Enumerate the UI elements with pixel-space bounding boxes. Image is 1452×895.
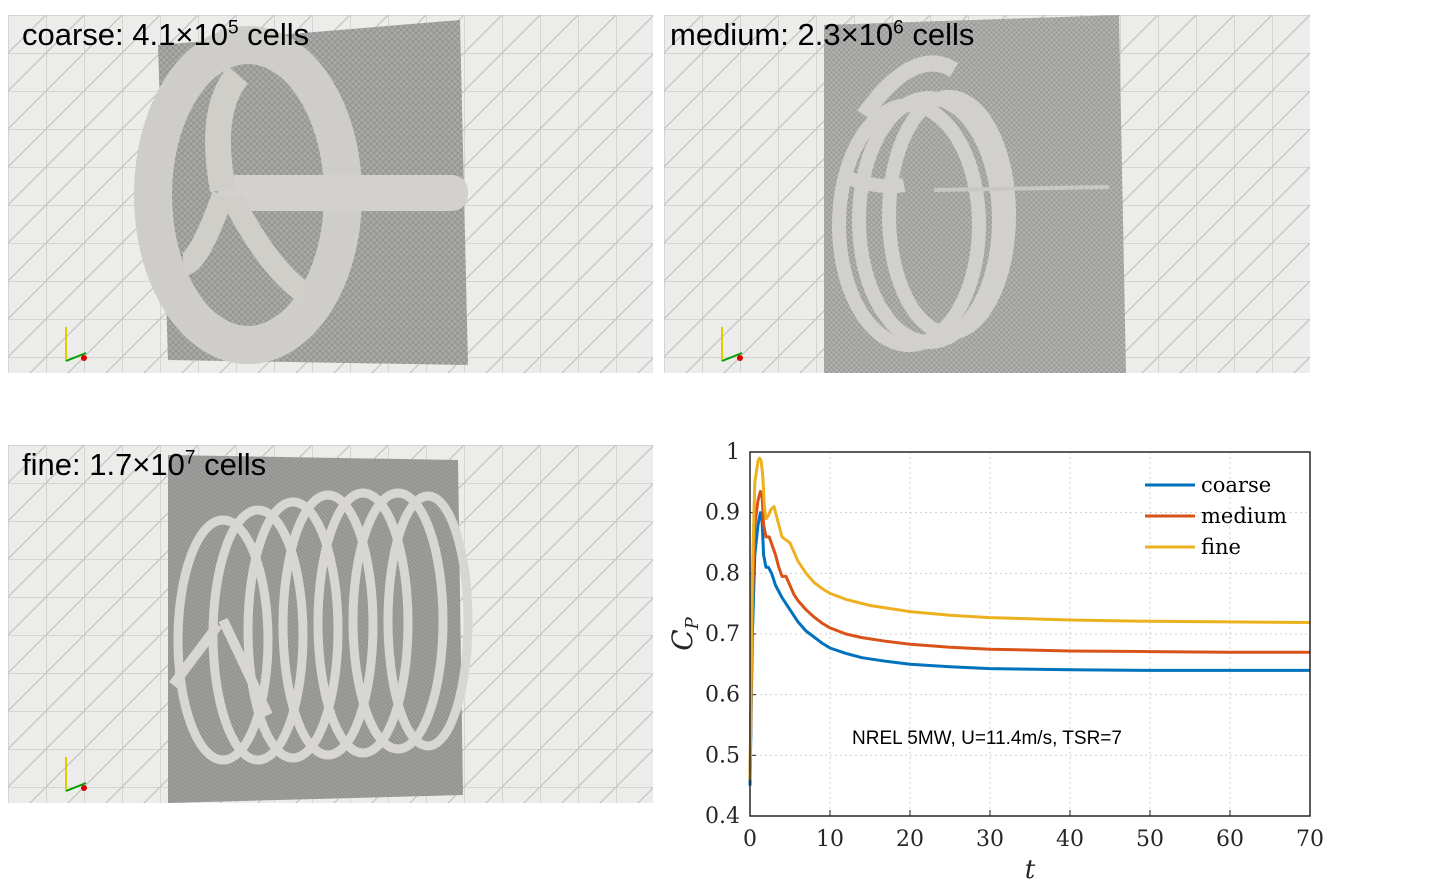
fine-render-image (8, 445, 653, 803)
x-tick-label: 60 (1216, 827, 1244, 852)
panel-coarse: coarse: 4.1×105 cells (8, 15, 653, 373)
y-tick-label: 0.5 (705, 743, 740, 768)
series-line-fine (748, 456, 1311, 780)
medium-render-image (664, 15, 1310, 373)
x-tick-label: 10 (816, 827, 844, 852)
panel-label-coarse: coarse: 4.1×105 cells (22, 17, 310, 52)
coarse-render-image (8, 15, 653, 373)
cp-chart: 0 10 20 30 40 50 60 70 0.4 0.5 0.6 0.7 0.8 0.9 1 t CP coa… (660, 430, 1360, 890)
panel-fine: fine: 1.7×107 cells (8, 445, 653, 803)
y-tick-label: 0.4 (705, 804, 740, 829)
axes-box (749, 451, 1311, 817)
x-tick-label: 20 (896, 827, 924, 852)
x-tick-label: 0 (743, 827, 757, 852)
y-axis-label-subscript: P (682, 616, 703, 630)
chart-annotation: NREL 5MW, U=11.4m/s, TSR=7 (852, 728, 1122, 749)
x-tick-label: 50 (1136, 827, 1164, 852)
y-tick-label: 0.9 (705, 501, 740, 526)
legend-label-medium: medium (1201, 504, 1287, 528)
y-tick-label: 0.8 (705, 561, 740, 586)
x-tick-label: 30 (976, 827, 1004, 852)
axes-triad-icon (65, 757, 87, 792)
series-line-medium (748, 489, 1310, 780)
axes-triad-icon (721, 327, 743, 362)
cp-chart-svg: 0 10 20 30 40 50 60 70 0.4 0.5 0.6 0.7 0.8 0.9 1 t CP coa… (666, 440, 1324, 885)
y-tick-label: 1 (726, 440, 740, 465)
panel-label-fine: fine: 1.7×107 cells (22, 447, 267, 482)
y-tick-label: 0.6 (705, 683, 740, 708)
axes-triad-icon (65, 327, 87, 362)
y-axis-label: CP (666, 616, 703, 650)
x-tick-label: 40 (1056, 827, 1084, 852)
y-tick-label: 0.7 (705, 622, 740, 647)
panel-medium: medium: 2.3×106 cells (664, 15, 1310, 373)
legend-label-coarse: coarse (1201, 473, 1271, 497)
x-tick-label: 70 (1296, 827, 1324, 852)
x-axis-label: t (1025, 855, 1036, 885)
panel-label-medium: medium: 2.3×106 cells (670, 17, 975, 52)
legend-label-fine: fine (1201, 535, 1241, 559)
